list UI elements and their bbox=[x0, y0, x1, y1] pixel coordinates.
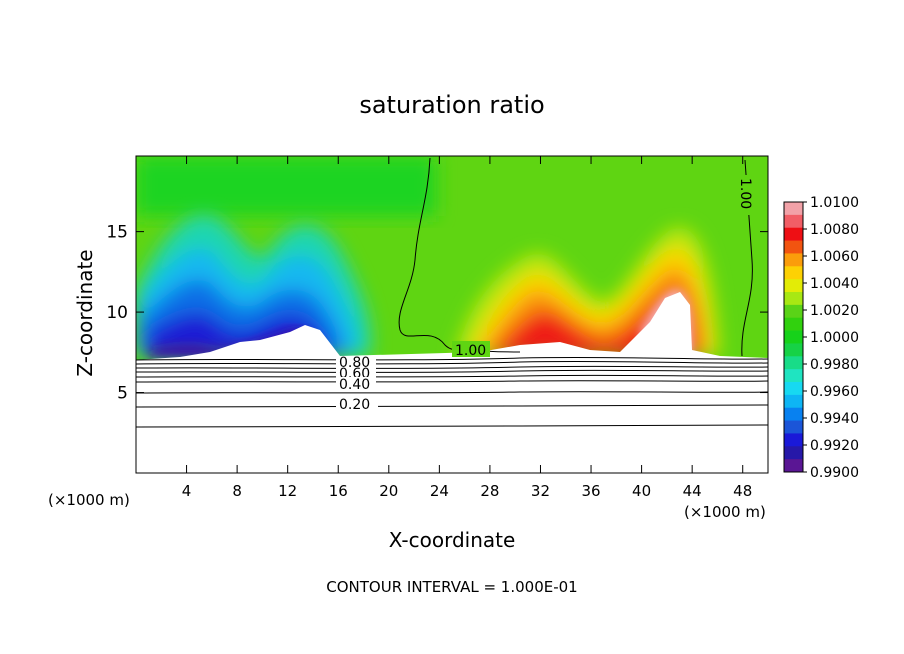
colorbar-swatch bbox=[784, 330, 803, 344]
colorbar-swatch bbox=[784, 240, 803, 254]
x-axis-label: X-coordinate bbox=[389, 528, 516, 552]
x-tick-label: 28 bbox=[480, 482, 499, 500]
colorbar-swatch bbox=[784, 279, 803, 293]
x-tick-label: 8 bbox=[232, 482, 242, 500]
x-tick-label: 48 bbox=[733, 482, 752, 500]
colorbar-swatch bbox=[784, 343, 803, 357]
colorbar-label: 1.0020 bbox=[810, 303, 859, 319]
x-tick-label: 36 bbox=[581, 482, 600, 500]
x-tick-label: 4 bbox=[182, 482, 192, 500]
colorbar-label: 0.9920 bbox=[810, 438, 859, 454]
y-tick-label: 10 bbox=[106, 303, 128, 323]
colorbar-swatch bbox=[784, 266, 803, 280]
colorbar-swatch bbox=[784, 253, 803, 267]
colorbar-label: 1.0040 bbox=[810, 276, 859, 292]
contour-label-0.80: 0.80 bbox=[339, 355, 370, 371]
colorbar-swatch bbox=[784, 356, 803, 370]
x-tick-label: 40 bbox=[632, 482, 651, 500]
colorbar-swatch bbox=[784, 420, 803, 434]
x-unit-right: (×1000 m) bbox=[684, 503, 766, 521]
x-tick-label: 32 bbox=[531, 482, 550, 500]
colorbar-swatch bbox=[784, 304, 803, 319]
colorbar-swatch bbox=[784, 369, 803, 383]
colorbar-label: 0.9900 bbox=[810, 465, 859, 481]
colorbar-label: 0.9960 bbox=[810, 384, 859, 400]
x-tick-label: 20 bbox=[379, 482, 398, 500]
colorbar-label: 1.0000 bbox=[810, 330, 859, 346]
heatmap-field bbox=[136, 156, 768, 473]
colorbar-label: 1.0060 bbox=[810, 249, 859, 265]
colorbar-swatch bbox=[784, 459, 803, 473]
terrain-mask bbox=[136, 292, 768, 473]
colorbar-label: 1.0100 bbox=[810, 195, 859, 211]
x-tick-label: 44 bbox=[683, 482, 702, 500]
x-tick-label: 24 bbox=[430, 482, 449, 500]
y-axis: 5 10 15 bbox=[106, 223, 768, 404]
x-tick-label: 12 bbox=[278, 482, 297, 500]
colorbar-swatch bbox=[784, 292, 803, 306]
y-tick-label: 5 bbox=[117, 384, 128, 404]
colorbar: 1.0100 1.0080 1.0060 1.0040 1.0020 1.0000 0.99… bbox=[783, 195, 859, 481]
contour-label-0.40: 0.40 bbox=[339, 377, 370, 393]
contour-labels: 1.00 1.00 0.80 0.60 0.40 0.20 bbox=[336, 175, 755, 413]
colorbar-swatch bbox=[784, 214, 803, 229]
x-axis: 4 8 12 16 20 24 28 32 36 40 44 48 bbox=[182, 156, 752, 500]
colorbar-swatch bbox=[784, 407, 803, 422]
contour-lines bbox=[136, 157, 768, 428]
colorbar-label: 1.0080 bbox=[810, 222, 859, 238]
y-axis-label: Z-coordinate bbox=[73, 249, 97, 376]
colorbar-swatch bbox=[784, 317, 803, 332]
contour-label-1.00: 1.00 bbox=[455, 343, 486, 359]
colorbar-swatch bbox=[784, 446, 803, 460]
contour-interval-note: CONTOUR INTERVAL = 1.000E-01 bbox=[326, 578, 577, 596]
colorbar-swatch bbox=[784, 394, 803, 409]
colorbar-swatch bbox=[784, 382, 803, 396]
colorbar-label: 0.9940 bbox=[810, 411, 859, 427]
plot-frame bbox=[135, 155, 769, 474]
colorbar-swatch bbox=[784, 433, 803, 447]
x-tick-label: 16 bbox=[329, 482, 348, 500]
contour-label-1.00-right: 1.00 bbox=[737, 178, 753, 209]
colorbar-swatch bbox=[784, 202, 803, 216]
x-unit-left: (×1000 m) bbox=[48, 491, 130, 509]
contour-label-0.20: 0.20 bbox=[339, 397, 370, 413]
y-tick-label: 15 bbox=[106, 223, 128, 243]
chart-title: saturation ratio bbox=[359, 91, 544, 119]
colorbar-swatch bbox=[784, 227, 803, 242]
colorbar-label: 0.9980 bbox=[810, 357, 859, 373]
